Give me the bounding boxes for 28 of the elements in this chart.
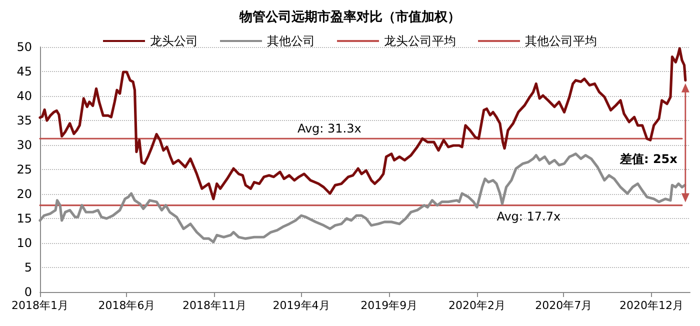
- x-tick-label: 2019年4月: [272, 299, 330, 312]
- x-tick-label: 2020年2月: [448, 299, 506, 312]
- y-tick-label: 25: [16, 162, 32, 176]
- chart-title: 物管公司远期市盈率对比（市值加权）: [238, 9, 460, 25]
- y-tick-label: 0: [24, 285, 32, 299]
- y-tick-label: 50: [16, 40, 32, 54]
- legend-label: 其他公司: [267, 34, 315, 48]
- x-tick-label: 2020年12月: [620, 299, 684, 312]
- legend-label: 龙头公司平均: [384, 34, 456, 48]
- y-tick-label: 40: [16, 89, 32, 103]
- y-tick-label: 35: [16, 114, 32, 128]
- annotation: Avg: 17.7x: [496, 209, 561, 224]
- y-tick-label: 45: [16, 64, 32, 78]
- x-tick-label: 2018年6月: [98, 299, 156, 312]
- annotation: 差值: 25x: [618, 152, 678, 166]
- y-tick-label: 5: [24, 260, 32, 274]
- y-tick-label: 30: [16, 138, 32, 152]
- line-series: [38, 47, 687, 200]
- x-tick-label: 2018年11月: [182, 299, 247, 312]
- x-tick-label: 2019年9月: [360, 299, 418, 312]
- annotation: Avg: 31.3x: [297, 122, 362, 136]
- x-tick-label: 2020年7月: [535, 299, 592, 312]
- legend-label: 龙头公司: [150, 34, 198, 48]
- y-tick-label: 20: [16, 187, 32, 201]
- y-tick-label: 10: [16, 236, 32, 250]
- x-tick-label: 2018年1月: [12, 299, 68, 312]
- y-tick-label: 15: [16, 212, 32, 226]
- legend-label: 其他公司平均: [525, 34, 597, 48]
